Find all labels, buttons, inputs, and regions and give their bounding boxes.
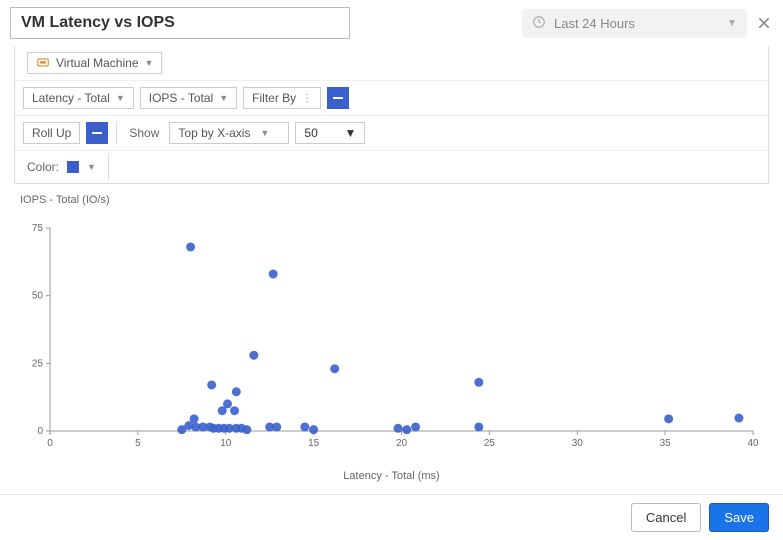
vm-icon <box>36 56 50 70</box>
config-panel: Virtual Machine ▼ Latency - Total ▼ IOPS… <box>14 46 769 184</box>
show-mode-label: Top by X-axis <box>178 126 250 140</box>
svg-text:20: 20 <box>396 438 408 449</box>
svg-text:75: 75 <box>32 223 44 234</box>
chevron-down-icon: ▼ <box>145 58 154 68</box>
svg-text:15: 15 <box>308 438 320 449</box>
y-metric-label: IOPS - Total <box>149 91 213 105</box>
filter-by-button[interactable]: Filter By ⋮ <box>243 87 321 109</box>
svg-text:25: 25 <box>484 438 496 449</box>
clock-icon <box>532 15 546 32</box>
rollup-button[interactable]: Roll Up <box>23 122 80 144</box>
cancel-button[interactable]: Cancel <box>631 503 701 532</box>
chevron-down-icon: ▼ <box>260 128 269 138</box>
rollup-label: Roll Up <box>32 126 71 140</box>
svg-text:25: 25 <box>32 358 44 369</box>
color-swatch <box>67 161 79 173</box>
show-count-value: 50 <box>304 126 317 140</box>
chevron-down-icon: ▼ <box>219 93 228 103</box>
x-axis-title: Latency - Total (ms) <box>20 470 763 482</box>
chevron-down-icon: ▼ <box>345 126 357 140</box>
x-metric-selector[interactable]: Latency - Total ▼ <box>23 87 134 109</box>
chevron-down-icon: ▼ <box>727 18 737 29</box>
y-axis-title: IOPS - Total (IO/s) <box>20 194 763 206</box>
chevron-down-icon: ▼ <box>116 93 125 103</box>
rollup-toggle-button[interactable] <box>86 122 108 144</box>
time-range-selector[interactable]: Last 24 Hours ▼ <box>522 9 747 38</box>
scatter-chart: 0 25 50 75 0 5 10 15 20 25 30 35 40 <box>20 208 763 468</box>
object-type-selector[interactable]: Virtual Machine ▼ <box>27 52 162 74</box>
chart-title-input[interactable] <box>10 7 350 39</box>
color-selector[interactable]: ▼ <box>87 162 96 172</box>
show-mode-selector[interactable]: Top by X-axis ▼ <box>169 122 289 144</box>
svg-text:10: 10 <box>220 438 232 449</box>
filter-icon: ⋮ <box>302 93 312 104</box>
svg-text:40: 40 <box>747 438 759 449</box>
svg-text:50: 50 <box>32 291 44 302</box>
svg-text:30: 30 <box>572 438 584 449</box>
time-range-label: Last 24 Hours <box>554 16 635 31</box>
object-type-label: Virtual Machine <box>56 56 139 70</box>
svg-text:5: 5 <box>135 438 141 449</box>
close-button[interactable] <box>755 14 773 32</box>
add-metric-button[interactable] <box>327 87 349 109</box>
save-button[interactable]: Save <box>709 503 769 532</box>
color-label: Color: <box>27 160 59 174</box>
show-count-input[interactable]: 50 ▼ <box>295 122 365 144</box>
svg-text:35: 35 <box>660 438 672 449</box>
y-metric-selector[interactable]: IOPS - Total ▼ <box>140 87 237 109</box>
divider <box>116 122 117 144</box>
show-label: Show <box>125 126 163 140</box>
color-bar-spacer <box>115 151 768 183</box>
svg-text:0: 0 <box>37 426 43 437</box>
svg-text:0: 0 <box>47 438 53 449</box>
x-metric-label: Latency - Total <box>32 91 110 105</box>
filter-by-label: Filter By <box>252 91 296 105</box>
